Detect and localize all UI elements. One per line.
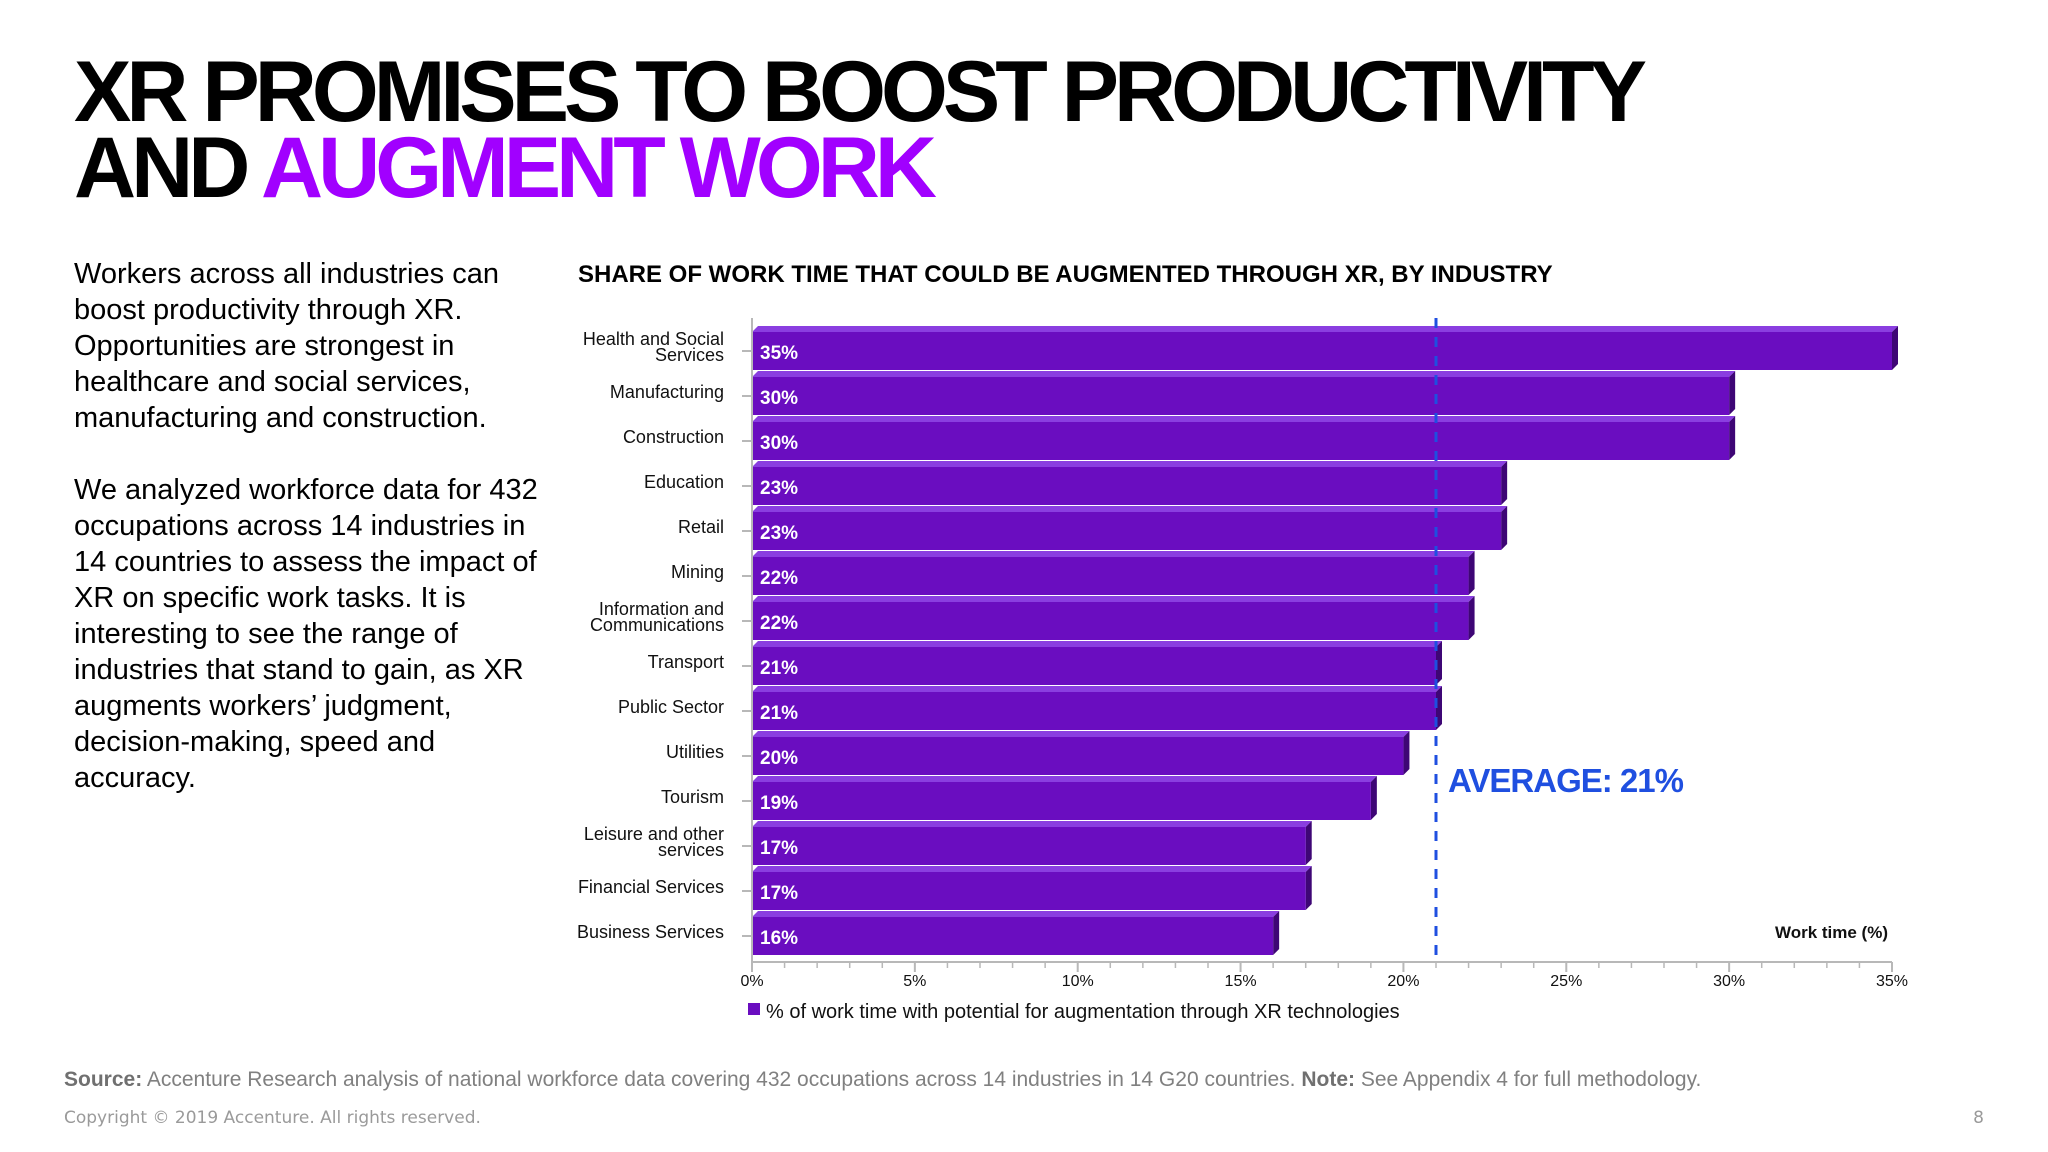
category-label: Leisure and other services [584,824,724,860]
bar-chart: 35% 30% 30% 23% 23% 22% 22% 21% 21% 20% 19% 17% 17% 1… [577,318,1908,1023]
bar-top-face [752,776,1377,782]
bar-side-face [1501,506,1508,550]
bar-value-label: 22% [760,568,798,589]
legend-label: % of work time with potential for augmen… [766,1001,1400,1023]
bar [752,737,1404,775]
bar [752,467,1502,505]
source-label: Source: [64,1068,143,1091]
bar-value-label: 21% [760,703,798,724]
bar-value-label: 35% [760,343,798,364]
bar-value-label: 23% [760,523,798,544]
legend-swatch [748,1003,760,1015]
bar-top-face [752,506,1508,512]
category-label: Utilities [666,742,724,762]
bar [752,782,1371,820]
page-number: 8 [1973,1108,1984,1128]
category-label: Business Services [577,922,724,942]
x-tick-label: 30% [1713,973,1745,990]
bar-value-label: 23% [760,478,798,499]
bar-top-face [752,641,1442,647]
bar-top-face [752,596,1475,602]
x-tick-label: 5% [903,973,926,990]
bar-side-face [1305,866,1312,910]
bar-top-face [752,866,1312,872]
copyright: Copyright © 2019 Accenture. All rights r… [64,1108,481,1128]
source-note: Source: Accenture Research analysis of n… [64,1068,1701,1092]
category-label: Retail [678,517,724,537]
bar-top-face [752,911,1280,917]
bar-value-label: 19% [760,793,798,814]
bar-side-face [1729,371,1736,415]
bar-value-label: 16% [760,928,798,949]
bar [752,377,1730,415]
bar [752,512,1502,550]
bar-side-face [1403,731,1410,775]
category-label: Information and Communications [590,599,724,635]
bar-side-face [1305,821,1312,865]
bar-side-face [1892,326,1898,370]
source-text: Accenture Research analysis of national … [142,1068,1302,1091]
category-label: Health and Social Services [583,329,724,365]
category-label: Manufacturing [610,382,724,402]
x-tick-label: 10% [1062,973,1094,990]
bar-side-face [1273,911,1280,955]
bar-top-face [752,686,1442,692]
bar [752,557,1469,595]
bar [752,332,1892,370]
x-axis-label: Work time (%) [1775,923,1888,942]
bar-value-label: 22% [760,613,798,634]
bar-top-face [752,731,1410,737]
bar-top-face [752,326,1898,332]
bar-top-face [752,461,1508,467]
note-text: See Appendix 4 for full methodology. [1355,1068,1702,1091]
category-label: Public Sector [618,697,724,717]
category-label: Transport [648,652,724,672]
bar-value-label: 30% [760,388,798,409]
paragraph-2: We analyzed workforce data for 432 occup… [74,474,538,794]
bar-side-face [1436,641,1442,685]
body-text: Workers across all industries can boost … [74,256,554,832]
title-line-2-prefix: AND [74,120,262,216]
bar-side-face [1729,416,1736,460]
paragraph-1: Workers across all industries can boost … [74,258,499,434]
category-label: Tourism [661,787,724,807]
bar-value-label: 30% [760,433,798,454]
bar [752,872,1306,910]
bar [752,692,1436,730]
title-line-2: AND AUGMENT WORK [74,125,1642,211]
title-accent: AUGMENT WORK [261,120,937,216]
bar [752,827,1306,865]
x-tick-label: 15% [1225,973,1257,990]
bar-value-label: 21% [760,658,798,679]
category-label: Mining [671,562,724,582]
chart-title: SHARE OF WORK TIME THAT COULD BE AUGMENT… [578,261,1553,288]
bar-top-face [752,821,1312,827]
bar-value-label: 17% [760,838,798,859]
x-tick-label: 0% [740,973,763,990]
bar [752,647,1436,685]
bar-side-face [1468,596,1475,640]
category-label: Education [644,472,724,492]
x-tick-label: 20% [1387,973,1419,990]
x-tick-label: 35% [1876,973,1908,990]
bar [752,602,1469,640]
bar-side-face [1501,461,1508,505]
average-label: AVERAGE: 21% [1448,762,1684,799]
title-line-1: XR PROMISES TO BOOST PRODUCTIVITY [74,44,1647,140]
bar-side-face [1370,776,1377,820]
bar-top-face [752,416,1736,422]
bar-value-label: 17% [760,883,798,904]
category-label: Construction [623,427,724,447]
bar-value-label: 20% [760,748,798,769]
note-label: Note: [1301,1068,1356,1091]
slide-title: XR PROMISES TO BOOST PRODUCTIVITY AND AU… [74,44,1647,211]
bar [752,917,1274,955]
category-label: Financial Services [578,877,724,897]
x-tick-label: 25% [1550,973,1582,990]
bar [752,422,1730,460]
bar-top-face [752,551,1475,557]
bar-top-face [752,371,1736,377]
bar-side-face [1468,551,1475,595]
